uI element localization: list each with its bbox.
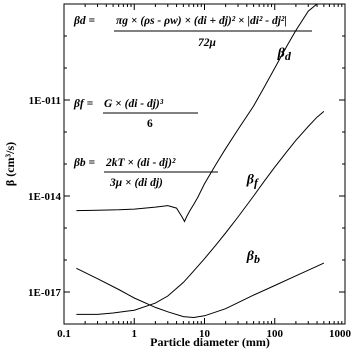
series-label-beta-b: βb <box>246 249 260 266</box>
series-layer <box>76 3 325 319</box>
eq-f-lhs: βf = <box>73 98 94 110</box>
eq-f-denominator: 6 <box>147 118 153 130</box>
eq-b-lhs: βb = <box>73 157 96 169</box>
eq-b-denominator: 3μ × (di dj) <box>109 177 163 189</box>
x-tick-label: 0.1 <box>57 328 71 340</box>
y-axis-title: β (cm³/s) <box>3 142 17 186</box>
series-label-beta-f: βf <box>246 172 259 189</box>
eq-d-lhs: βd = <box>73 15 96 27</box>
x-tick-label: 1 <box>132 328 138 340</box>
series-label-beta-d: βd <box>277 46 292 63</box>
eq-b-numerator: 2kT × (di - dj)² <box>105 157 176 169</box>
y-tick-label: 1E-014 <box>28 191 62 203</box>
series-line-beta-d <box>76 3 324 223</box>
label-layer: βd βf βb <box>246 46 292 266</box>
eq-d-numerator: πg × (ρs - ρw) × (di + dj)² × |di² - dj²… <box>116 15 287 27</box>
series-line-beta-b <box>76 262 325 319</box>
eq-d-denominator: 72μ <box>198 37 217 49</box>
equation-beta-d: βd = πg × (ρs - ρw) × (di + dj)² × |di² … <box>73 15 312 49</box>
x-tick-label: 10 <box>199 328 211 340</box>
series-line-beta-f <box>76 111 325 315</box>
y-tick-label: 1E-017 <box>28 287 62 299</box>
equation-beta-b: βb = 2kT × (di - dj)² 3μ × (di dj) <box>73 157 218 189</box>
tick-layer: 0.1 1 10 100 1000 1E-011 1E-014 1E-017 <box>28 3 351 340</box>
eq-f-numerator: G × (di - dj)³ <box>104 98 164 110</box>
x-tick-label: 100 <box>267 328 284 340</box>
x-tick-label: 1000 <box>329 328 351 340</box>
x-axis-title: Particle diameter (mm) <box>150 335 270 349</box>
y-tick-label: 1E-011 <box>29 95 61 107</box>
equation-beta-f: βf = G × (di - dj)³ 6 <box>73 98 198 130</box>
